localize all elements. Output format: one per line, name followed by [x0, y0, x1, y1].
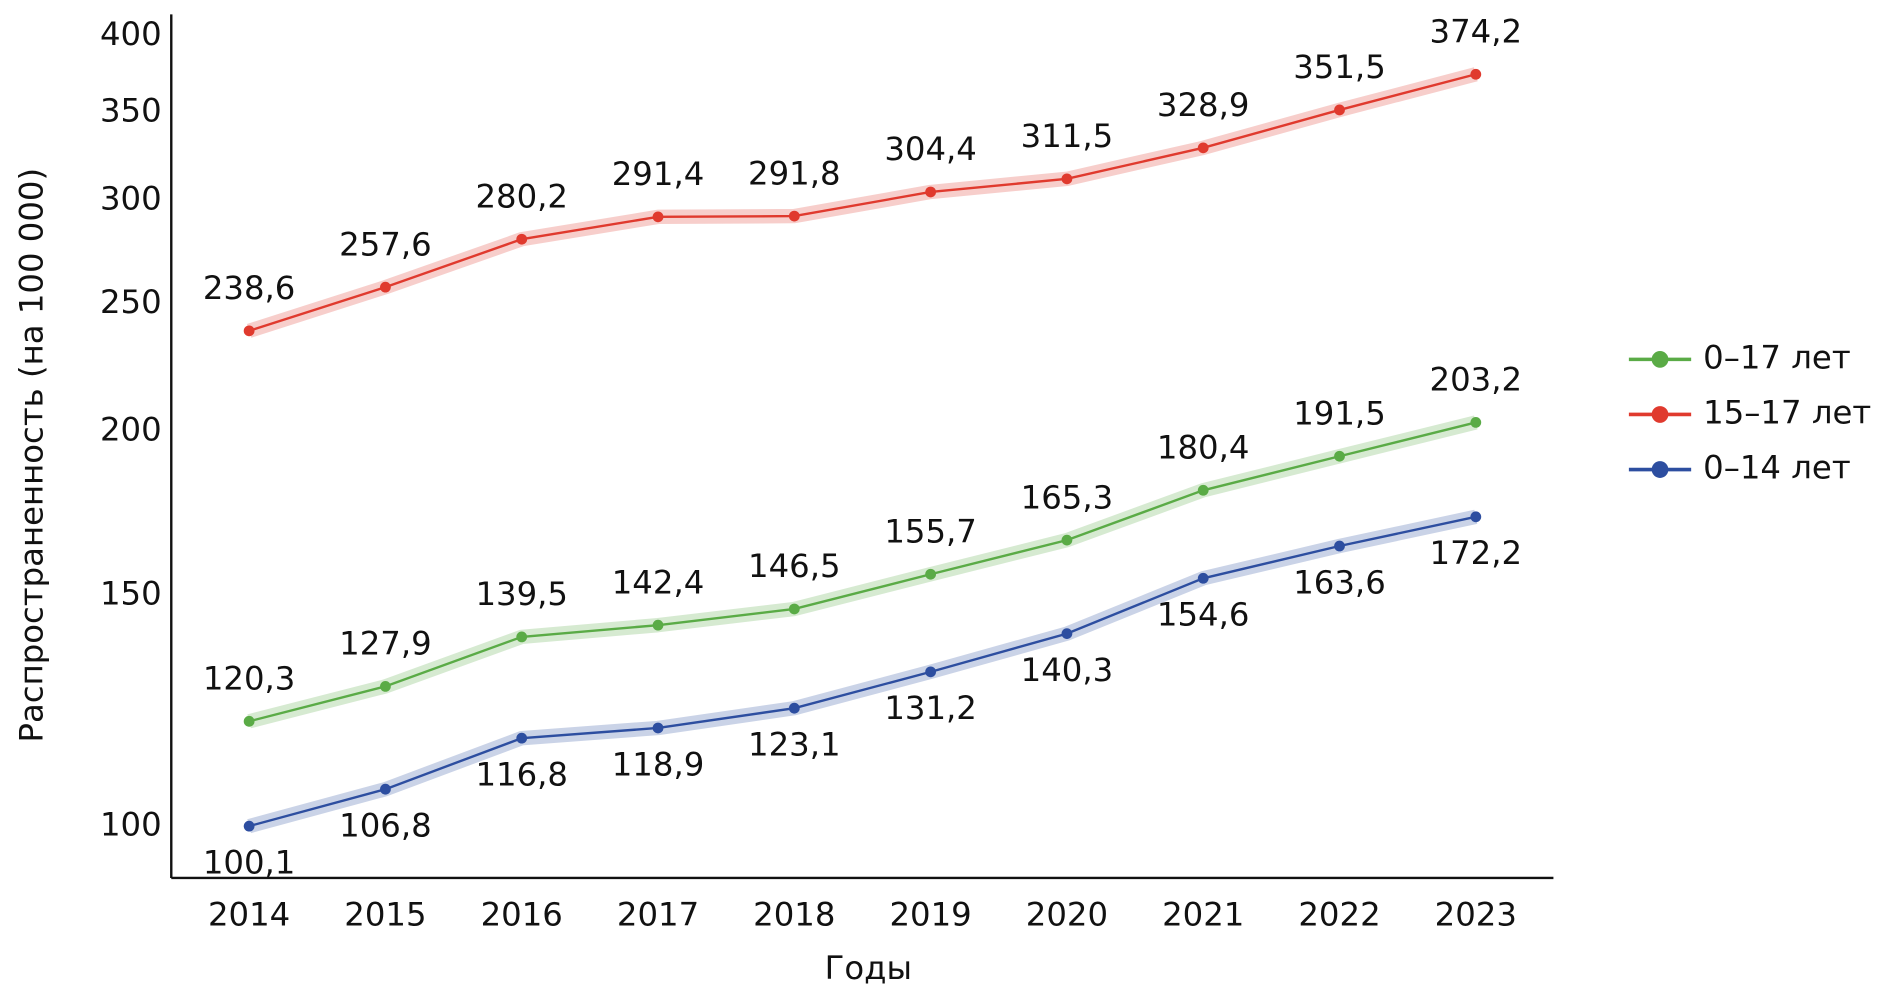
- legend-label: 0–17 лет: [1703, 338, 1851, 376]
- legend-marker: [1651, 461, 1669, 478]
- data-point: [1334, 450, 1345, 462]
- series-line: [248, 421, 1477, 723]
- data-point: [925, 666, 937, 678]
- data-point: [788, 210, 800, 222]
- data-label: 165,3: [1021, 478, 1114, 516]
- data-label: 123,1: [748, 726, 841, 764]
- data-point: [380, 783, 391, 795]
- series-line: [248, 515, 1477, 828]
- x-tick-label: 2016: [481, 895, 563, 933]
- data-point: [652, 722, 664, 734]
- data-point: [380, 680, 391, 692]
- data-label: 120,3: [203, 660, 296, 698]
- y-tick-label: 350: [100, 91, 162, 129]
- data-point: [1061, 534, 1073, 546]
- data-point: [243, 820, 255, 832]
- data-label: 131,2: [884, 689, 977, 727]
- legend-label: 0–14 лет: [1703, 449, 1851, 487]
- series-line: [248, 73, 1477, 332]
- confidence-band: [246, 67, 1478, 338]
- data-point: [1197, 572, 1209, 584]
- data-label: 291,8: [748, 154, 841, 192]
- data-label: 311,5: [1021, 117, 1114, 155]
- data-point: [652, 211, 664, 223]
- y-tick-label: 400: [100, 15, 162, 53]
- legend-marker: [1651, 406, 1669, 423]
- x-axis-label: Годы: [825, 949, 912, 987]
- data-point: [516, 233, 528, 245]
- data-label: 304,4: [884, 130, 977, 168]
- y-axis-label: Распространенность (на 100 000): [13, 168, 51, 743]
- data-label: 155,7: [884, 513, 977, 551]
- data-point: [243, 715, 255, 727]
- data-point: [788, 603, 800, 615]
- data-point: [243, 325, 255, 337]
- data-label: 116,8: [475, 755, 568, 793]
- y-tick-label: 200: [100, 410, 162, 448]
- data-label: 280,2: [475, 177, 568, 215]
- data-label: 291,4: [612, 155, 705, 193]
- data-label: 142,4: [612, 563, 705, 601]
- data-label: 163,6: [1293, 563, 1386, 601]
- x-tick-label: 2023: [1435, 895, 1517, 933]
- x-tick-label: 2022: [1298, 895, 1380, 933]
- y-tick-label: 300: [100, 179, 162, 217]
- data-point: [1470, 68, 1482, 80]
- data-label: 100,1: [203, 843, 296, 881]
- data-point: [652, 619, 664, 631]
- x-tick-label: 2017: [617, 895, 699, 933]
- y-tick-label: 150: [100, 575, 162, 613]
- data-point: [1470, 417, 1482, 428]
- data-point: [925, 568, 937, 580]
- data-label: 140,3: [1021, 651, 1114, 689]
- legend-marker: [1651, 350, 1669, 368]
- data-label: 127,9: [339, 625, 432, 663]
- data-point: [1197, 142, 1209, 154]
- data-point: [1061, 173, 1073, 185]
- y-tick-label: 100: [100, 806, 162, 844]
- x-tick-label: 2020: [1026, 895, 1108, 933]
- data-label: 172,2: [1430, 534, 1523, 572]
- data-label: 180,4: [1157, 429, 1250, 467]
- data-point: [1470, 511, 1482, 523]
- data-label: 203,2: [1430, 361, 1523, 399]
- data-point: [1334, 104, 1345, 116]
- data-point: [1334, 540, 1345, 552]
- data-label: 257,6: [339, 225, 432, 263]
- y-tick-label: 250: [100, 283, 162, 321]
- data-point: [516, 631, 528, 643]
- data-point: [1061, 628, 1073, 640]
- x-tick-label: 2014: [208, 895, 290, 933]
- data-label: 106,8: [339, 807, 432, 845]
- x-tick-label: 2019: [889, 895, 971, 933]
- data-label: 154,6: [1157, 596, 1250, 634]
- x-tick-label: 2015: [344, 895, 426, 933]
- data-label: 146,5: [748, 547, 841, 585]
- data-point: [380, 281, 391, 293]
- data-point: [788, 702, 800, 714]
- data-label: 374,2: [1430, 13, 1523, 51]
- x-tick-label: 2021: [1162, 895, 1244, 933]
- data-point: [925, 186, 937, 198]
- data-label: 118,9: [612, 745, 705, 783]
- legend-label: 15–17 лет: [1703, 393, 1871, 431]
- x-tick-label: 2018: [753, 895, 835, 933]
- data-point: [1197, 484, 1209, 496]
- data-label: 328,9: [1157, 86, 1250, 124]
- data-label: 191,5: [1293, 395, 1386, 433]
- data-label: 351,5: [1293, 48, 1386, 86]
- data-label: 139,5: [475, 575, 568, 613]
- data-point: [516, 732, 528, 744]
- data-label: 238,6: [203, 269, 296, 307]
